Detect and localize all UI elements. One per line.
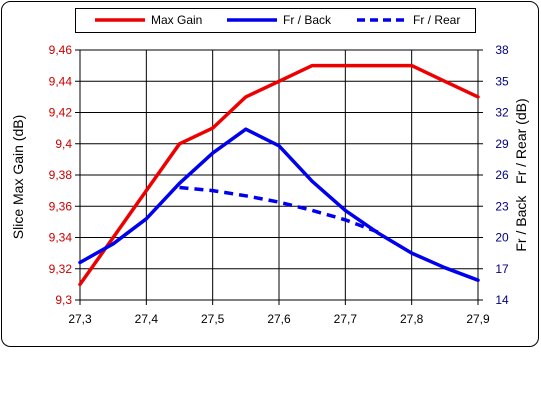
right-tick-label: 32 bbox=[495, 106, 509, 120]
right-tick-label: 20 bbox=[495, 231, 509, 245]
right-tick-label: 29 bbox=[495, 137, 509, 151]
series-line-fr-rear bbox=[179, 185, 380, 234]
x-axis-ticks: 27,3 27,4 27,5 27,6 27,7 27,8 27,9 bbox=[68, 300, 490, 326]
left-axis-title: Slice Max Gain (dB) bbox=[10, 115, 26, 239]
left-tick-label: 9,44 bbox=[49, 74, 73, 88]
legend-label-fr-rear: Fr / Rear bbox=[413, 13, 460, 27]
series-group bbox=[78, 63, 480, 287]
right-tick-label: 26 bbox=[495, 168, 509, 182]
right-tick-label: 38 bbox=[495, 43, 509, 57]
series-line-fr-back bbox=[78, 127, 480, 282]
right-axis-title: Fr / Back Fr / Rear (dB) bbox=[513, 98, 529, 251]
x-tick-label: 27,3 bbox=[68, 312, 92, 326]
left-axis-ticks: 9,3 9,32 9,34 9,36 9,38 9,4 9,42 9,44 9,46 bbox=[49, 43, 80, 307]
x-tick-label: 27,6 bbox=[267, 312, 291, 326]
left-tick-label: 9,36 bbox=[49, 199, 73, 213]
right-tick-label: 23 bbox=[495, 199, 509, 213]
left-tick-label: 9,3 bbox=[55, 293, 72, 307]
x-tick-label: 27,8 bbox=[400, 312, 424, 326]
legend: Max Gain Fr / Back Fr / Rear bbox=[75, 8, 476, 33]
left-tick-label: 9,38 bbox=[49, 168, 73, 182]
left-tick-label: 9,34 bbox=[49, 231, 73, 245]
legend-label-fr-back: Fr / Back bbox=[283, 13, 332, 27]
left-tick-label: 9,46 bbox=[49, 43, 73, 57]
left-tick-label: 9,42 bbox=[49, 106, 73, 120]
right-tick-label: 14 bbox=[495, 293, 509, 307]
right-tick-label: 17 bbox=[495, 262, 509, 276]
right-axis-ticks: 14 17 20 23 26 29 32 35 38 bbox=[478, 43, 509, 307]
legend-label-max-gain: Max Gain bbox=[151, 13, 202, 27]
x-tick-label: 27,9 bbox=[466, 312, 490, 326]
x-tick-label: 27,7 bbox=[334, 312, 358, 326]
x-tick-label: 27,4 bbox=[135, 312, 159, 326]
x-tick-label: 27,5 bbox=[201, 312, 225, 326]
left-tick-label: 9,4 bbox=[55, 137, 72, 151]
series-line-max-gain bbox=[78, 63, 480, 287]
right-tick-label: 35 bbox=[495, 74, 509, 88]
left-tick-label: 9,32 bbox=[49, 262, 73, 276]
